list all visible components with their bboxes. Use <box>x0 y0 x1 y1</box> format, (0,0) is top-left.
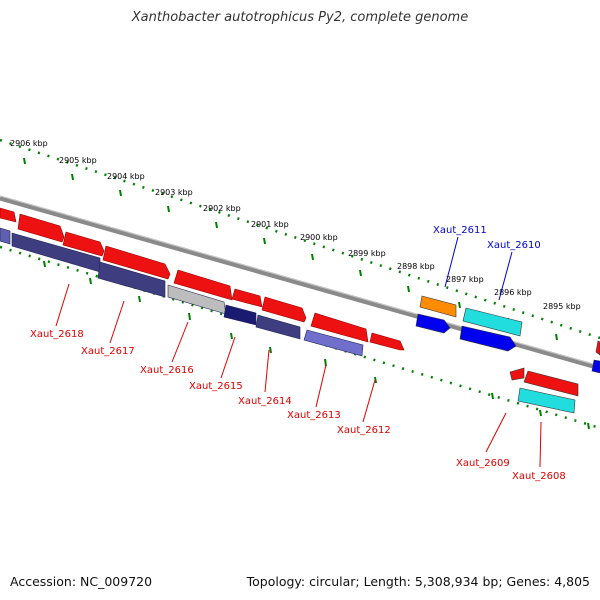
tick-label: 2895 kbp <box>543 302 581 311</box>
gene-arrow <box>173 269 233 301</box>
tick-label: 2904 kbp <box>107 172 145 181</box>
gene-arrow <box>62 231 105 257</box>
gene-arrow <box>102 245 171 280</box>
tick-label: 2901 kbp <box>251 220 289 229</box>
gene-arrow <box>310 312 369 343</box>
gene-cyan <box>462 307 523 337</box>
gene-label-bottom[interactable]: Xaut_2615 <box>189 381 243 392</box>
label-leaders <box>55 236 542 468</box>
accession-text: Accession: NC_009720 <box>10 574 153 589</box>
gene-block <box>303 329 364 357</box>
gene-label-bottom[interactable]: Xaut_2613 <box>287 410 341 421</box>
genome-stats-text: Topology: circular; Length: 5,308,934 bp… <box>246 574 590 589</box>
tick-label: 2899 kbp <box>348 249 386 258</box>
gene-red <box>523 370 579 397</box>
gene-arrow <box>17 213 65 243</box>
tick-label: 2905 kbp <box>59 156 97 165</box>
gene-block <box>223 304 257 326</box>
tick-label: 2903 kbp <box>155 188 193 197</box>
gene-label-bottom[interactable]: Xaut_2617 <box>81 346 135 357</box>
gene-cyan <box>517 387 576 414</box>
gene-label-bottom[interactable]: Xaut_2614 <box>238 396 292 407</box>
gene-label-top[interactable]: Xaut_2610 <box>487 240 541 251</box>
gene-blue-edge <box>591 359 600 374</box>
forward-genes-left[interactable] <box>0 207 405 351</box>
inner-ruler-ticks <box>43 260 590 430</box>
reverse-genes-left[interactable] <box>0 227 364 357</box>
tick-label: 2896 kbp <box>494 288 532 297</box>
tick-label: 2902 kbp <box>203 204 241 213</box>
genes-right[interactable] <box>415 295 600 414</box>
gene-red-small <box>509 367 525 381</box>
gene-label-bottom[interactable]: Xaut_2612 <box>337 425 391 436</box>
gene-arrow <box>369 332 405 351</box>
gene-blue <box>415 313 451 334</box>
gene-label-top[interactable]: Xaut_2611 <box>433 225 487 236</box>
gene-block <box>255 314 301 340</box>
gene-arrow <box>261 296 307 323</box>
tick-label: 2898 kbp <box>397 262 435 271</box>
gene-block <box>97 261 166 298</box>
gene-label-bottom[interactable]: Xaut_2609 <box>456 458 510 469</box>
page-title: Xanthobacter autotrophicus Py2, complete… <box>131 10 469 25</box>
tick-label: 2897 kbp <box>446 275 484 284</box>
gene-block <box>0 227 11 245</box>
gene-blue <box>459 325 517 352</box>
gene-arrow <box>0 207 17 223</box>
tick-label: 2906 kbp <box>10 139 48 148</box>
gene-label-bottom[interactable]: Xaut_2618 <box>30 329 84 340</box>
gene-label-bottom[interactable]: Xaut_2608 <box>512 471 566 482</box>
gene-arrow <box>231 288 263 308</box>
tick-label: 2900 kbp <box>300 233 338 242</box>
gene-red-edge <box>595 340 600 356</box>
gene-label-bottom[interactable]: Xaut_2616 <box>140 365 194 376</box>
gene-orange <box>419 295 457 318</box>
